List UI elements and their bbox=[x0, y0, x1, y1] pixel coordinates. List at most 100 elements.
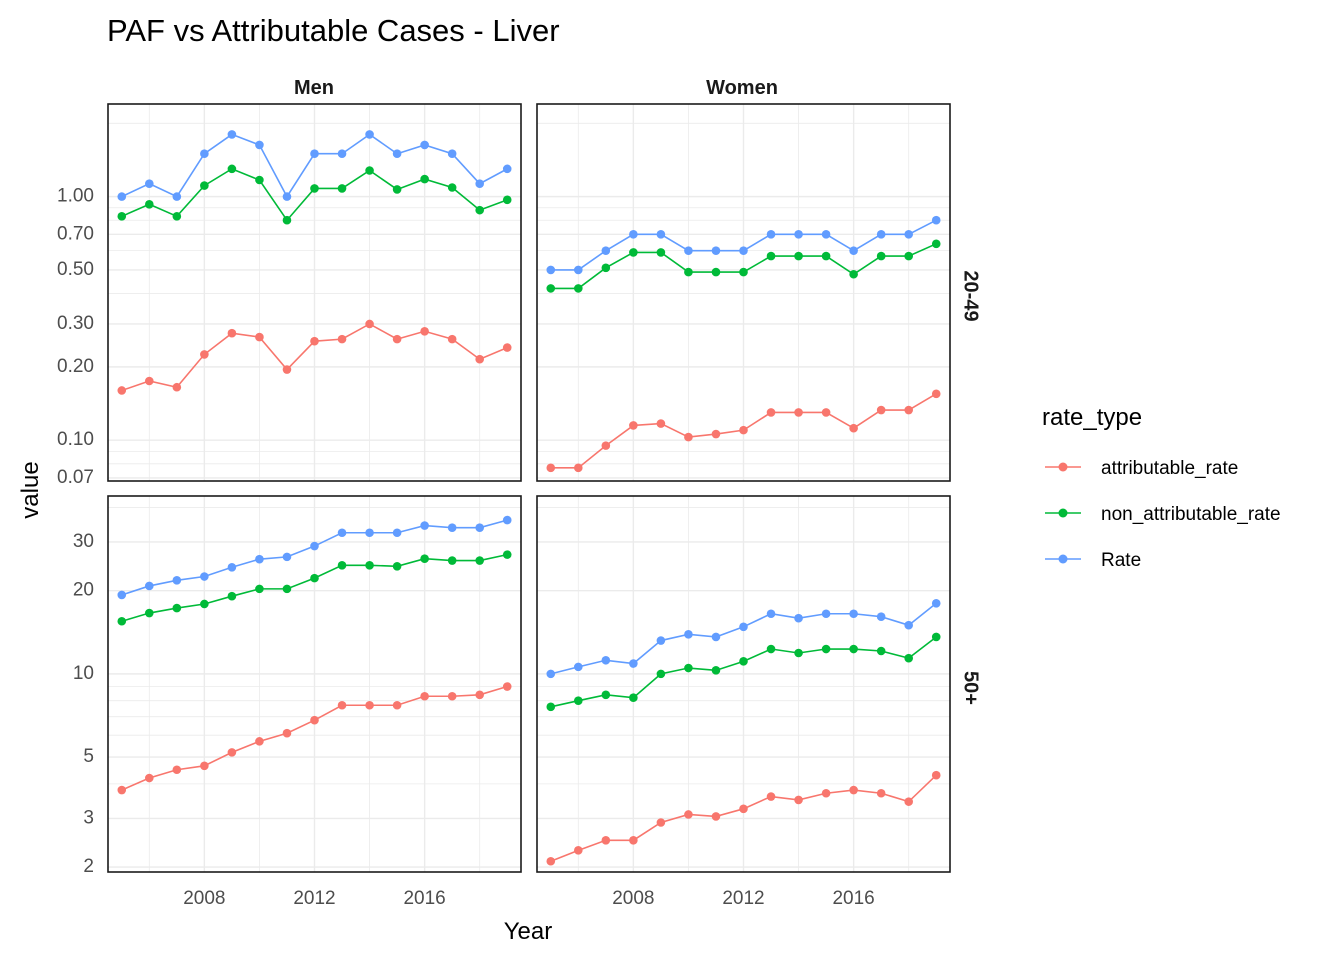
data-point-rate bbox=[282, 192, 292, 201]
data-point-non-attributable-rate bbox=[794, 251, 803, 261]
data-point-non-attributable-rate bbox=[337, 561, 347, 570]
data-point-rate bbox=[392, 528, 402, 538]
x-axis-title: Year bbox=[504, 918, 553, 945]
data-point-non-attributable-rate bbox=[255, 584, 264, 594]
data-point-non-attributable-rate bbox=[172, 212, 182, 221]
legend-label-rate: Rate bbox=[1101, 550, 1141, 571]
y-axis-title: value bbox=[17, 461, 44, 518]
data-point-attributable-rate bbox=[310, 336, 319, 346]
data-point-attributable-rate bbox=[172, 765, 182, 775]
data-point-non-attributable-rate bbox=[739, 657, 748, 666]
data-point-non-attributable-rate bbox=[684, 267, 693, 277]
data-point-attributable-rate bbox=[282, 728, 292, 738]
data-point-attributable-rate bbox=[656, 419, 666, 428]
data-point-attributable-rate bbox=[546, 856, 556, 866]
data-point-non-attributable-rate bbox=[931, 632, 941, 642]
data-point-attributable-rate bbox=[656, 818, 666, 827]
data-point-rate bbox=[337, 149, 347, 159]
data-point-non-attributable-rate bbox=[420, 174, 429, 184]
y-tick-label: 1.00 bbox=[57, 186, 94, 207]
data-point-rate bbox=[420, 140, 429, 150]
data-point-rate bbox=[574, 265, 583, 275]
data-point-attributable-rate bbox=[931, 770, 941, 780]
data-point-non-attributable-rate bbox=[629, 248, 638, 257]
y-tick-label: 3 bbox=[83, 807, 94, 828]
data-point-non-attributable-rate bbox=[392, 561, 402, 571]
panel-women-20-49 bbox=[536, 103, 951, 482]
data-point-rate bbox=[117, 590, 127, 600]
data-point-non-attributable-rate bbox=[711, 666, 721, 675]
data-point-non-attributable-rate bbox=[821, 644, 831, 654]
data-point-attributable-rate bbox=[475, 354, 485, 364]
data-point-non-attributable-rate bbox=[904, 251, 913, 261]
data-point-non-attributable-rate bbox=[601, 690, 611, 700]
data-point-rate bbox=[365, 528, 374, 538]
data-point-attributable-rate bbox=[766, 408, 776, 417]
data-point-attributable-rate bbox=[420, 326, 429, 336]
legend-item-rate: Rate bbox=[1045, 550, 1141, 571]
legend-label-attributable-rate: attributable_rate bbox=[1101, 458, 1238, 479]
y-tick-label: 0.10 bbox=[57, 429, 94, 450]
data-point-attributable-rate bbox=[601, 836, 611, 845]
data-point-attributable-rate bbox=[601, 441, 611, 450]
data-point-rate bbox=[546, 669, 556, 679]
data-point-rate bbox=[766, 230, 776, 239]
legend-key-point bbox=[1058, 554, 1068, 564]
data-point-rate bbox=[849, 246, 858, 255]
data-point-non-attributable-rate bbox=[876, 251, 886, 261]
data-point-attributable-rate bbox=[629, 421, 638, 430]
data-point-rate bbox=[931, 599, 941, 608]
data-point-non-attributable-rate bbox=[337, 184, 347, 193]
data-point-non-attributable-rate bbox=[656, 248, 666, 257]
legend-label-non-attributable-rate: non_attributable_rate bbox=[1101, 504, 1281, 525]
data-point-attributable-rate bbox=[447, 691, 457, 701]
data-point-rate bbox=[502, 515, 512, 525]
data-point-non-attributable-rate bbox=[546, 284, 556, 293]
legend: rate_type attributable_rate non_attribut… bbox=[1042, 404, 1281, 571]
data-point-rate bbox=[475, 523, 485, 532]
data-point-attributable-rate bbox=[794, 795, 803, 805]
data-point-attributable-rate bbox=[200, 350, 209, 359]
data-point-non-attributable-rate bbox=[227, 164, 237, 174]
data-point-rate bbox=[255, 554, 264, 564]
data-point-non-attributable-rate bbox=[794, 648, 803, 658]
data-point-attributable-rate bbox=[574, 463, 583, 473]
data-point-attributable-rate bbox=[117, 386, 127, 395]
data-point-rate bbox=[546, 265, 556, 275]
data-point-non-attributable-rate bbox=[766, 644, 776, 654]
data-point-attributable-rate bbox=[821, 408, 831, 417]
panel-border bbox=[107, 495, 522, 873]
y-tick-label: 0.50 bbox=[57, 259, 94, 280]
data-point-attributable-rate bbox=[629, 836, 638, 845]
data-point-non-attributable-rate bbox=[117, 212, 127, 221]
data-point-non-attributable-rate bbox=[849, 269, 858, 279]
data-point-rate bbox=[255, 140, 264, 150]
legend-item-attributable-rate: attributable_rate bbox=[1045, 458, 1238, 479]
data-point-attributable-rate bbox=[502, 682, 512, 691]
data-point-non-attributable-rate bbox=[282, 215, 292, 225]
y-tick-label: 0.70 bbox=[57, 223, 94, 244]
data-point-rate bbox=[794, 613, 803, 623]
data-point-attributable-rate bbox=[931, 389, 941, 399]
data-point-rate bbox=[392, 149, 402, 159]
data-point-rate bbox=[684, 630, 693, 639]
strip-label-50plus: 50+ bbox=[960, 671, 982, 705]
data-point-rate bbox=[145, 179, 154, 188]
legend-key-point bbox=[1058, 508, 1068, 518]
data-point-rate bbox=[766, 609, 776, 619]
data-point-rate bbox=[711, 632, 721, 642]
legend-key-point bbox=[1058, 462, 1068, 472]
strip-label-women: Women bbox=[706, 77, 778, 99]
data-point-attributable-rate bbox=[684, 810, 693, 819]
data-point-rate bbox=[601, 246, 611, 255]
data-point-rate bbox=[739, 622, 748, 632]
data-point-rate bbox=[447, 523, 457, 532]
data-point-attributable-rate bbox=[172, 382, 182, 392]
data-point-rate bbox=[821, 230, 831, 239]
data-point-non-attributable-rate bbox=[392, 185, 402, 194]
data-point-attributable-rate bbox=[546, 463, 556, 473]
x-tick-label: 2008 bbox=[183, 888, 225, 909]
data-point-rate bbox=[475, 179, 485, 188]
panel-men-50: 2 3 5 10 20 30 2008 2012 2016 bbox=[73, 495, 522, 909]
